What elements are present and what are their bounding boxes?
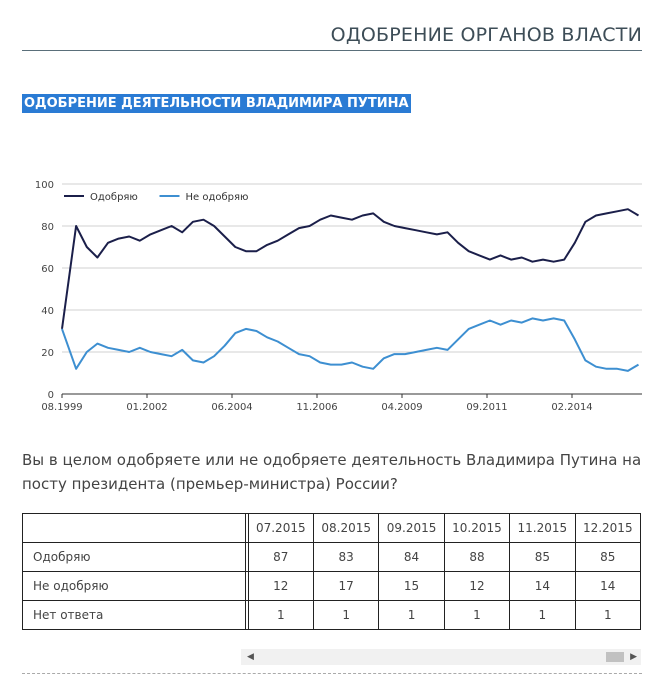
table-row: Нет ответа 1 1 1 1 1 1 xyxy=(22,600,642,630)
x-tick-label: 09.2011 xyxy=(466,402,507,413)
table-cell: 1 xyxy=(312,600,380,630)
table-header-row: 07.2015 08.2015 09.2015 10.2015 11.2015 … xyxy=(22,513,642,543)
series-line-1 xyxy=(61,317,640,372)
table-cell: 85 xyxy=(574,542,642,572)
column-header: 09.2015 xyxy=(378,513,445,543)
table-cell: 14 xyxy=(574,571,642,601)
table-cell: 87 xyxy=(247,542,314,572)
approval-chart: 0 20 40 60 80 100 08.1999 01.2002 06.2004 11.2006… xyxy=(22,170,652,420)
row-label: Не одобряю xyxy=(22,571,246,601)
table-cell: 88 xyxy=(443,542,511,572)
chart-svg: 0 20 40 60 80 100 08.1999 01.2002 06.2004 11.2006… xyxy=(35,180,642,413)
column-header: 07.2015 xyxy=(247,513,314,543)
scrollbar-thumb[interactable] xyxy=(606,652,624,662)
table-cell: 1 xyxy=(378,600,445,630)
row-label: Нет ответа xyxy=(22,600,246,630)
page-header: ОДОБРЕНИЕ ОРГАНОВ ВЛАСТИ xyxy=(22,20,642,51)
x-tick-label: 06.2004 xyxy=(211,402,252,413)
table-cell: 12 xyxy=(443,571,511,601)
y-tick-label: 40 xyxy=(41,306,54,317)
table-cell: 12 xyxy=(247,571,314,601)
x-tick-label: 02.2014 xyxy=(551,402,592,413)
divider xyxy=(22,673,642,674)
column-header: 12.2015 xyxy=(574,513,642,543)
table-cell: 1 xyxy=(443,600,511,630)
scroll-left-icon[interactable]: ◀ xyxy=(247,652,254,662)
x-tick-label: 11.2006 xyxy=(296,402,337,413)
table-cell: 15 xyxy=(378,571,445,601)
table-cell: 1 xyxy=(574,600,642,630)
x-tick-label: 04.2009 xyxy=(381,402,422,413)
table-corner-cell xyxy=(22,513,246,543)
results-table: 07.2015 08.2015 09.2015 10.2015 11.2015 … xyxy=(22,513,642,630)
table-cell: 1 xyxy=(509,600,576,630)
table-cell: 84 xyxy=(378,542,445,572)
legend-label-0: Одобряю xyxy=(90,192,138,203)
page-title: ОДОБРЕНИЕ ОРГАНОВ ВЛАСТИ xyxy=(330,24,642,46)
legend-label-1: Не одобряю xyxy=(186,192,249,203)
y-tick-label: 80 xyxy=(41,222,54,233)
series-line-0 xyxy=(61,208,640,330)
scroll-right-icon[interactable]: ▶ xyxy=(630,652,637,662)
y-tick-label: 100 xyxy=(35,180,54,191)
column-header: 10.2015 xyxy=(443,513,511,543)
section-title: ОДОБРЕНИЕ ДЕЯТЕЛЬНОСТИ ВЛАДИМИРА ПУТИНА xyxy=(22,94,411,113)
y-tick-label: 60 xyxy=(41,264,54,275)
column-header: 11.2015 xyxy=(509,513,576,543)
x-tick-label: 08.1999 xyxy=(41,402,82,413)
row-label: Одобряю xyxy=(22,542,246,572)
table-cell: 14 xyxy=(509,571,576,601)
horizontal-scrollbar[interactable]: ◀ ▶ xyxy=(241,649,641,665)
table-cell: 1 xyxy=(247,600,314,630)
y-tick-label: 20 xyxy=(41,348,54,359)
table-cell: 17 xyxy=(312,571,380,601)
x-tick-label: 01.2002 xyxy=(126,402,167,413)
survey-question: Вы в целом одобряете или не одобряете де… xyxy=(22,451,642,493)
table-row: Одобряю 87 83 84 88 85 85 xyxy=(22,542,642,572)
y-tick-label: 0 xyxy=(48,390,54,401)
table-row: Не одобряю 12 17 15 12 14 14 xyxy=(22,571,642,601)
table-cell: 85 xyxy=(509,542,576,572)
table-cell: 83 xyxy=(312,542,380,572)
column-header: 08.2015 xyxy=(312,513,380,543)
